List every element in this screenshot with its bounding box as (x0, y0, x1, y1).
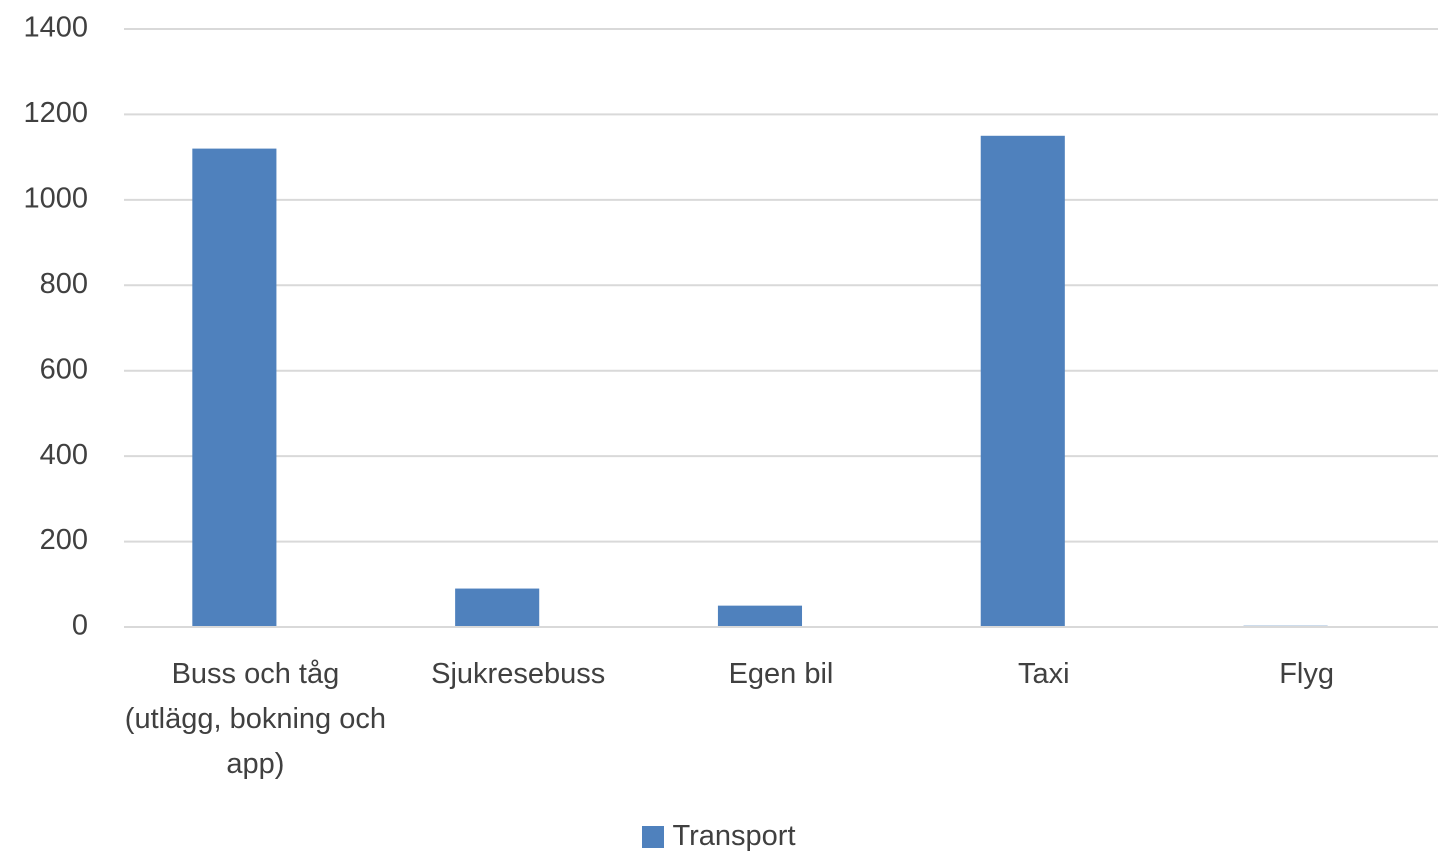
x-tick-label: Buss och tåg (utlägg, bokning och app) (124, 658, 386, 780)
legend: Transport (0, 820, 1438, 853)
legend-swatch (642, 825, 665, 848)
bar (717, 605, 803, 627)
bar (192, 148, 277, 627)
x-tick-label: Flyg (1279, 658, 1334, 690)
x-tick-label: Sjukresebuss (431, 658, 606, 690)
y-tick-label: 1400 (23, 12, 88, 44)
y-tick-label: 800 (40, 268, 88, 300)
y-tick-label: 0 (72, 610, 88, 642)
y-tick-label: 1000 (23, 183, 88, 215)
x-tick-label: Egen bil (728, 658, 834, 690)
bar (980, 135, 1065, 628)
y-tick-label: 600 (40, 353, 88, 385)
bar (455, 588, 540, 627)
y-tick-label: 1200 (23, 97, 88, 129)
y-tick-label: 400 (40, 439, 88, 471)
y-tick-label: 200 (40, 524, 88, 556)
legend-label: Transport (672, 820, 796, 852)
x-tick-label: Taxi (1018, 658, 1070, 690)
